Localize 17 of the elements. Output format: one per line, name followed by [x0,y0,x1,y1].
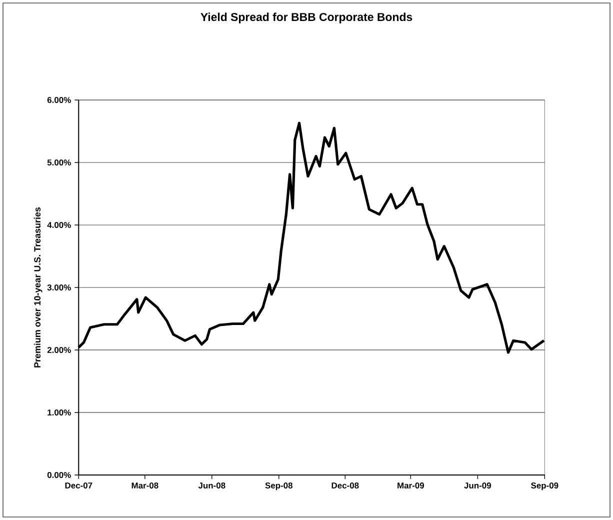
x-tick-label: Mar-09 [398,482,424,488]
x-tick-label: Dec-08 [332,482,359,488]
chart-title: Yield Spread for BBB Corporate Bonds [200,12,412,24]
y-tick-label: 4.00% [47,222,71,228]
y-tick-label: 0.00% [47,472,71,478]
x-tick-label: Sep-08 [265,482,293,490]
x-tick-label: Mar-08 [132,482,158,488]
y-tick-label: 1.00% [48,409,71,416]
x-tick-label: Dec-07 [65,482,92,488]
y-axis-title: Premium over 10-year U.S. Treasuries [34,207,42,368]
x-tick-label: Jun-09 [464,482,491,488]
x-tick-label: Sep-09 [531,482,558,490]
y-tick-label: 3.00% [47,284,71,290]
y-tick-label: 2.00% [47,346,71,353]
x-tick-label: Jun-08 [198,482,226,488]
y-tick-label: 6.00% [47,97,71,103]
y-tick-label: 5.00% [47,160,71,166]
